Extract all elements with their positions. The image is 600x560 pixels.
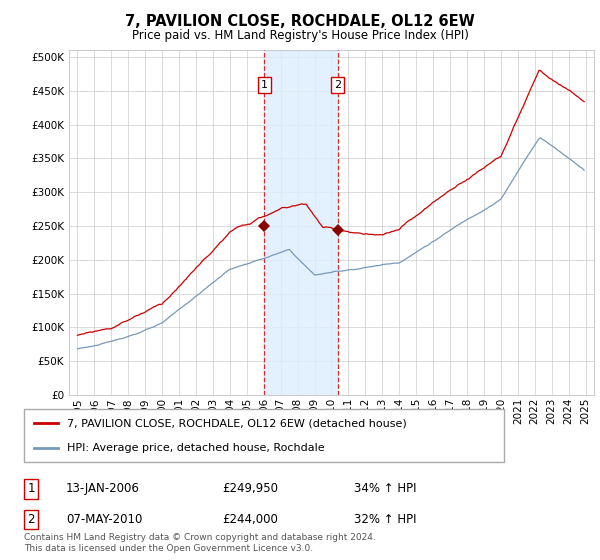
Text: Contains HM Land Registry data © Crown copyright and database right 2024.
This d: Contains HM Land Registry data © Crown c… <box>24 533 376 553</box>
Text: 32% ↑ HPI: 32% ↑ HPI <box>354 513 416 526</box>
Bar <box>265 50 338 395</box>
Text: 7, PAVILION CLOSE, ROCHDALE, OL12 6EW (detached house): 7, PAVILION CLOSE, ROCHDALE, OL12 6EW (d… <box>67 418 407 428</box>
Text: £249,950: £249,950 <box>222 482 278 496</box>
Text: 7, PAVILION CLOSE, ROCHDALE, OL12 6EW: 7, PAVILION CLOSE, ROCHDALE, OL12 6EW <box>125 14 475 29</box>
Text: HPI: Average price, detached house, Rochdale: HPI: Average price, detached house, Roch… <box>67 442 325 452</box>
Text: 34% ↑ HPI: 34% ↑ HPI <box>354 482 416 496</box>
Text: 1: 1 <box>28 482 35 496</box>
Text: 2: 2 <box>28 513 35 526</box>
Text: 13-JAN-2006: 13-JAN-2006 <box>66 482 140 496</box>
Text: £244,000: £244,000 <box>222 513 278 526</box>
Text: 2: 2 <box>334 80 341 90</box>
Text: Price paid vs. HM Land Registry's House Price Index (HPI): Price paid vs. HM Land Registry's House … <box>131 29 469 42</box>
Text: 1: 1 <box>261 80 268 90</box>
FancyBboxPatch shape <box>24 409 504 462</box>
Text: 07-MAY-2010: 07-MAY-2010 <box>66 513 142 526</box>
